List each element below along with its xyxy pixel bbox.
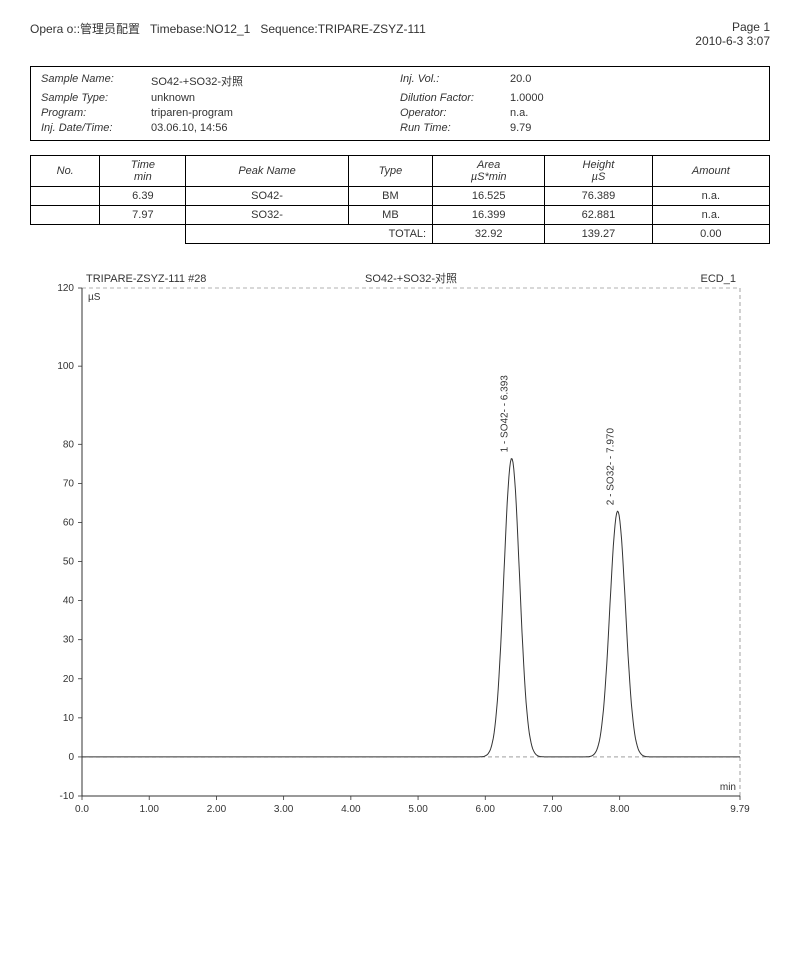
peak-label: 1 - SO42- - 6.393 xyxy=(500,375,511,453)
table-header: Peak Name xyxy=(186,156,348,187)
table-cell: MB xyxy=(348,206,432,225)
dilution-label: Dilution Factor: xyxy=(400,92,510,104)
page-datetime: 2010-6-3 3:07 xyxy=(695,34,770,48)
total-value: 32.92 xyxy=(433,225,545,244)
table-row: 7.97SO32-MB16.39962.881n.a. xyxy=(31,206,770,225)
table-total-row: TOTAL:32.92139.270.00 xyxy=(31,225,770,244)
xtick-label: 4.00 xyxy=(341,804,361,815)
operator: n.a. xyxy=(510,107,528,119)
total-value: 139.27 xyxy=(545,225,652,244)
ytick-label: 100 xyxy=(57,361,74,372)
table-cell: 6.39 xyxy=(100,187,186,206)
peaks-tbody: 6.39SO42-BM16.52576.389n.a.7.97SO32-MB16… xyxy=(31,187,770,244)
chromatogram-trace xyxy=(82,459,740,757)
ytick-label: 20 xyxy=(63,674,75,685)
chart-title-left: TRIPARE-ZSYZ-111 #28 xyxy=(86,273,206,285)
page-number: Page 1 xyxy=(695,20,770,34)
ytick-label: 70 xyxy=(63,478,75,489)
header-right: Page 1 2010-6-3 3:07 xyxy=(695,20,770,48)
ytick-label: 80 xyxy=(63,439,75,450)
sample-name: SO42-+SO32-对照 xyxy=(151,73,243,89)
ytick-label: 60 xyxy=(63,517,75,528)
table-header: AreaµS*min xyxy=(433,156,545,187)
ytick-label: 0 xyxy=(68,752,74,763)
xtick-label: 8.00 xyxy=(610,804,630,815)
sample-type-label: Sample Type: xyxy=(41,92,151,104)
xtick-label: 9.79 xyxy=(730,804,750,815)
runtime-label: Run Time: xyxy=(400,122,510,134)
xtick-label: 5.00 xyxy=(408,804,428,815)
operator-label: Operator: xyxy=(400,107,510,119)
chart-title-right: ECD_1 xyxy=(701,273,736,285)
table-cell: 16.525 xyxy=(433,187,545,206)
table-cell: 76.389 xyxy=(545,187,652,206)
ytick-label: -10 xyxy=(60,791,75,802)
table-header: Amount xyxy=(652,156,769,187)
sample-type: unknown xyxy=(151,92,195,104)
table-cell: 16.399 xyxy=(433,206,545,225)
peaks-table: No.TimeminPeak NameTypeAreaµS*minHeightµ… xyxy=(30,155,770,244)
chromatogram-svg: TRIPARE-ZSYZ-111 #28 SO42-+SO32-对照 ECD_1 µS… xyxy=(34,266,754,826)
runtime: 9.79 xyxy=(510,122,531,134)
table-cell: n.a. xyxy=(652,206,769,225)
sample-name-label: Sample Name: xyxy=(41,73,151,89)
ytick-label: 40 xyxy=(63,596,75,607)
table-header: Type xyxy=(348,156,432,187)
program-label: Program: xyxy=(41,107,151,119)
dilution: 1.0000 xyxy=(510,92,544,104)
table-cell: 62.881 xyxy=(545,206,652,225)
xtick-label: 1.00 xyxy=(139,804,159,815)
peaks-thead: No.TimeminPeak NameTypeAreaµS*minHeightµ… xyxy=(31,156,770,187)
table-cell: n.a. xyxy=(652,187,769,206)
inj-vol-label: Inj. Vol.: xyxy=(400,73,510,89)
xtick-label: 3.00 xyxy=(274,804,294,815)
ytick-label: 50 xyxy=(63,557,75,568)
xtick-label: 0.0 xyxy=(75,804,89,815)
ytick-label: 30 xyxy=(63,635,75,646)
table-header: No. xyxy=(31,156,100,187)
y-unit: µS xyxy=(88,292,101,303)
timebase-text: Timebase:NO12_1 xyxy=(150,22,250,36)
total-value: 0.00 xyxy=(652,225,769,244)
page-header: Opera o::管理员配置 Timebase:NO12_1 Sequence:… xyxy=(30,20,770,48)
total-label: TOTAL: xyxy=(186,225,433,244)
table-cell: BM xyxy=(348,187,432,206)
sample-info-box: Sample Name:SO42-+SO32-对照 Inj. Vol.:20.0… xyxy=(30,66,770,141)
table-cell xyxy=(31,206,100,225)
inj-dt-label: Inj. Date/Time: xyxy=(41,122,151,134)
program: triparen-program xyxy=(151,107,233,119)
ytick-label: 10 xyxy=(63,713,75,724)
xtick-label: 2.00 xyxy=(207,804,227,815)
xtick-label: 6.00 xyxy=(476,804,496,815)
table-header: Timemin xyxy=(100,156,186,187)
table-cell: SO32- xyxy=(186,206,348,225)
ytick-label: 120 xyxy=(57,283,74,294)
table-cell xyxy=(31,187,100,206)
chromatogram-chart: TRIPARE-ZSYZ-111 #28 SO42-+SO32-对照 ECD_1 µS… xyxy=(30,266,770,826)
table-row: 6.39SO42-BM16.52576.389n.a. xyxy=(31,187,770,206)
inj-vol: 20.0 xyxy=(510,73,531,89)
peak-label: 2 - SO32- - 7.970 xyxy=(606,428,617,506)
table-header: HeightµS xyxy=(545,156,652,187)
sequence-text: Sequence:TRIPARE-ZSYZ-111 xyxy=(260,22,425,36)
table-cell: SO42- xyxy=(186,187,348,206)
header-left: Opera o::管理员配置 Timebase:NO12_1 Sequence:… xyxy=(30,20,426,48)
table-cell: 7.97 xyxy=(100,206,186,225)
chart-title-mid: SO42-+SO32-对照 xyxy=(365,271,457,285)
operator-text: Opera o::管理员配置 xyxy=(30,22,140,36)
inj-dt: 03.06.10, 14:56 xyxy=(151,122,227,134)
x-unit: min xyxy=(720,782,736,793)
xtick-label: 7.00 xyxy=(543,804,563,815)
